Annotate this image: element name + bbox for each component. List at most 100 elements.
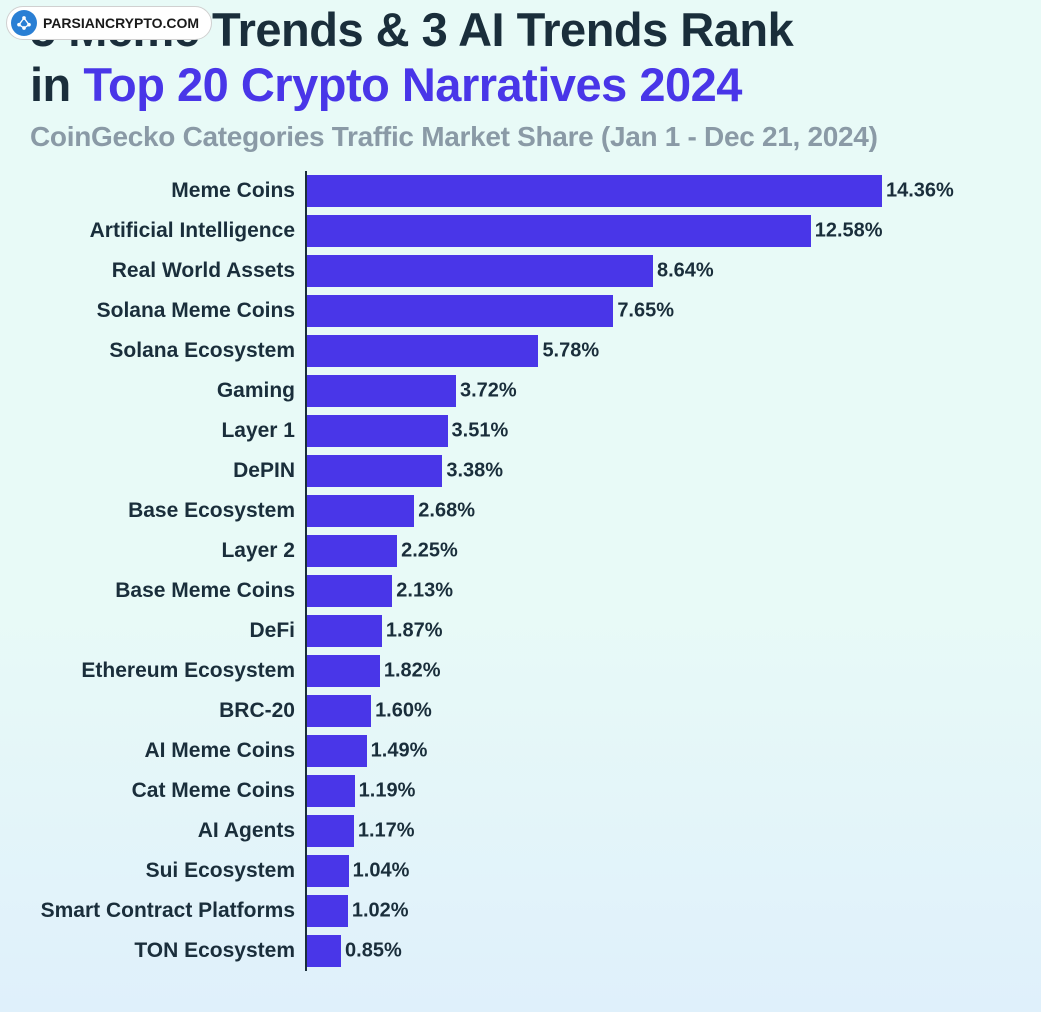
bar <box>307 375 456 407</box>
bar-area: 7.65% <box>305 291 1011 331</box>
bar-value-label: 1.82% <box>384 659 441 682</box>
bar-value-label: 7.65% <box>617 299 674 322</box>
chart-subtitle: CoinGecko Categories Traffic Market Shar… <box>30 121 1011 153</box>
bar-area: 5.78% <box>305 331 1011 371</box>
bar-area: 3.72% <box>305 371 1011 411</box>
bar-area: 1.04% <box>305 851 1011 891</box>
category-label: Base Ecosystem <box>0 499 305 523</box>
bar <box>307 895 348 927</box>
category-label: AI Meme Coins <box>0 739 305 763</box>
category-label: Meme Coins <box>0 179 305 203</box>
bar-area: 2.13% <box>305 571 1011 611</box>
bar <box>307 935 341 967</box>
watermark-logo-icon <box>11 10 37 36</box>
chart-row: AI Meme Coins 1.49% <box>0 731 1011 771</box>
bar-area: 1.87% <box>305 611 1011 651</box>
category-label: Layer 2 <box>0 539 305 563</box>
bar-area: 0.85% <box>305 931 1011 971</box>
bar-value-label: 1.04% <box>353 859 410 882</box>
bar-area: 14.36% <box>305 171 1011 211</box>
bar-value-label: 1.02% <box>352 899 409 922</box>
category-label: DePIN <box>0 459 305 483</box>
category-label: Smart Contract Platforms <box>0 899 305 923</box>
bar-area: 2.25% <box>305 531 1011 571</box>
bar-area: 1.60% <box>305 691 1011 731</box>
bar <box>307 615 382 647</box>
category-label: Ethereum Ecosystem <box>0 659 305 683</box>
chart-row: Gaming3.72% <box>0 371 1011 411</box>
chart-row: Artificial Intelligence 12.58% <box>0 211 1011 251</box>
chart-row: DeFi 1.87% <box>0 611 1011 651</box>
bar-value-label: 5.78% <box>542 339 599 362</box>
bar-area: 1.19% <box>305 771 1011 811</box>
bar-value-label: 0.85% <box>345 939 402 962</box>
category-label: Cat Meme Coins <box>0 779 305 803</box>
bar-value-label: 1.17% <box>358 819 415 842</box>
bar-area: 1.17% <box>305 811 1011 851</box>
bar-value-label: 3.72% <box>460 379 517 402</box>
chart-row: Meme Coins 14.36% <box>0 171 1011 211</box>
category-label: Solana Ecosystem <box>0 339 305 363</box>
bar-area: 12.58% <box>305 211 1011 251</box>
chart-row: Layer 1 3.51% <box>0 411 1011 451</box>
bar <box>307 855 349 887</box>
category-label: Sui Ecosystem <box>0 859 305 883</box>
chart-row: Base Meme Coins 2.13% <box>0 571 1011 611</box>
chart-row: Sui Ecosystem 1.04% <box>0 851 1011 891</box>
bar-value-label: 2.68% <box>418 499 475 522</box>
bar-chart: Meme Coins 14.36% Artificial Intelligence 1… <box>0 171 1041 971</box>
bar <box>307 215 811 247</box>
bar <box>307 695 371 727</box>
chart-row: Real World Assets 8.64% <box>0 251 1011 291</box>
bar-value-label: 14.36% <box>886 179 954 202</box>
bar-area: 8.64% <box>305 251 1011 291</box>
watermark-badge: PARSIANCRYPTO.COM <box>6 6 212 40</box>
bar <box>307 295 613 327</box>
category-label: TON Ecosystem <box>0 939 305 963</box>
category-label: Solana Meme Coins <box>0 299 305 323</box>
category-label: DeFi <box>0 619 305 643</box>
title-highlight: Top 20 Crypto Narratives 2024 <box>83 58 742 111</box>
chart-row: DePIN 3.38% <box>0 451 1011 491</box>
bar-value-label: 1.87% <box>386 619 443 642</box>
bar-value-label: 12.58% <box>815 219 883 242</box>
category-label: Base Meme Coins <box>0 579 305 603</box>
bar <box>307 735 367 767</box>
chart-row: TON Ecosystem 0.85% <box>0 931 1011 971</box>
bar-value-label: 3.51% <box>452 419 509 442</box>
bar-area: 3.38% <box>305 451 1011 491</box>
bar-area: 1.82% <box>305 651 1011 691</box>
bar <box>307 655 380 687</box>
bar-value-label: 2.13% <box>396 579 453 602</box>
category-label: Artificial Intelligence <box>0 219 305 243</box>
bar <box>307 495 414 527</box>
bar <box>307 255 653 287</box>
bar-value-label: 2.25% <box>401 539 458 562</box>
chart-row: Solana Ecosystem 5.78% <box>0 331 1011 371</box>
bar <box>307 535 397 567</box>
bar-area: 1.02% <box>305 891 1011 931</box>
chart-row: Cat Meme Coins1.19% <box>0 771 1011 811</box>
chart-row: Base Ecosystem 2.68% <box>0 491 1011 531</box>
bar-value-label: 3.38% <box>446 459 503 482</box>
bar <box>307 415 448 447</box>
category-label: BRC-20 <box>0 699 305 723</box>
bar <box>307 815 354 847</box>
chart-row: Smart Contract Platforms 1.02% <box>0 891 1011 931</box>
chart-row: Solana Meme Coins 7.65% <box>0 291 1011 331</box>
watermark-text: PARSIANCRYPTO.COM <box>43 15 199 31</box>
bar <box>307 335 538 367</box>
bar-area: 3.51% <box>305 411 1011 451</box>
title-line2-prefix: in <box>30 58 83 111</box>
bar <box>307 175 882 207</box>
chart-row: AI Agents1.17% <box>0 811 1011 851</box>
bar-value-label: 8.64% <box>657 259 714 282</box>
bar-value-label: 1.60% <box>375 699 432 722</box>
chart-row: BRC-20 1.60% <box>0 691 1011 731</box>
bar <box>307 455 442 487</box>
chart-row: Layer 2 2.25% <box>0 531 1011 571</box>
category-label: Layer 1 <box>0 419 305 443</box>
category-label: Real World Assets <box>0 259 305 283</box>
bar-value-label: 1.49% <box>371 739 428 762</box>
bar <box>307 775 355 807</box>
